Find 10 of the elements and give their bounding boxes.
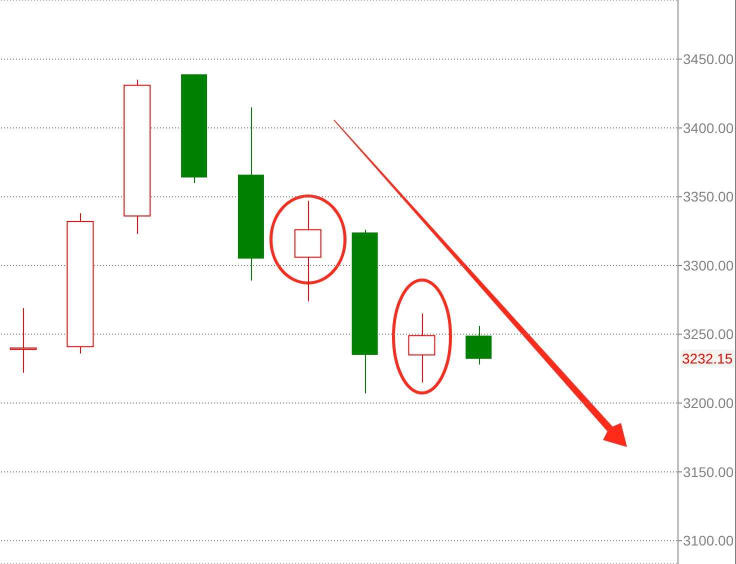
y-tick-label: 3400.00 <box>683 120 734 136</box>
y-tick-label: 3250.00 <box>683 326 734 342</box>
y-tick-label: 3150.00 <box>683 464 734 480</box>
y-tick-label: 3450.00 <box>683 51 734 68</box>
candlestick <box>10 308 37 374</box>
text: 3232.15 <box>682 350 733 367</box>
y-tick-label: 3100.00 <box>683 532 734 549</box>
y-tick-label: 3350.00 <box>683 188 734 205</box>
y-tick-label: 3300.00 <box>683 257 734 274</box>
y-tick-label: 3200.00 <box>683 395 734 412</box>
